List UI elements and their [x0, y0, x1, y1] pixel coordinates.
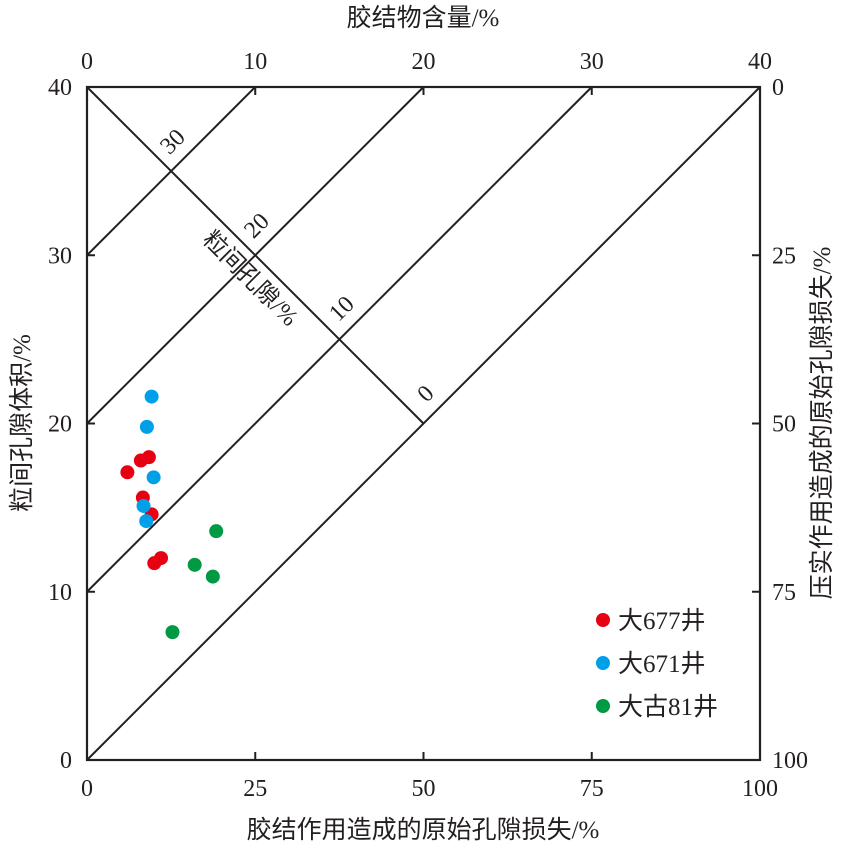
x-tick-label: 50 [412, 776, 436, 802]
x-tick-label: 25 [243, 776, 267, 802]
diagonal-value-label: 30 [155, 124, 190, 159]
legend-label: 大677井 [618, 607, 706, 635]
top-tick-label: 0 [81, 49, 93, 75]
data-point [165, 625, 180, 640]
legend-label: 大古81井 [618, 693, 718, 721]
data-points [120, 389, 224, 640]
top-tick-label: 30 [580, 49, 604, 75]
x-tick-label: 100 [742, 776, 778, 802]
right-tick-label: 50 [772, 412, 796, 438]
right-axis-title: 压实作用造成的原始孔隙损失/% [808, 247, 836, 600]
data-point [205, 569, 220, 584]
diagonal-value-label: 20 [239, 208, 274, 243]
legend-marker [596, 613, 610, 627]
diagonal-value-labels: 30 20 10 0 [155, 124, 439, 407]
top-tick-label: 40 [748, 49, 772, 75]
top-axis-title: 胶结物含量/% [347, 4, 500, 32]
legend-marker [596, 699, 610, 713]
data-point [139, 419, 154, 434]
y-tick-label: 20 [48, 412, 72, 438]
data-point [141, 450, 156, 465]
diagonal-lines [86, 86, 761, 761]
x-tick-label: 0 [81, 776, 93, 802]
left-axis-title: 粒间孔隙体积/% [8, 334, 36, 512]
legend-label: 大671井 [618, 650, 706, 678]
top-tick-label: 20 [412, 49, 436, 75]
y-tick-label: 30 [48, 243, 72, 269]
right-tick-label: 75 [772, 580, 796, 606]
data-point [209, 524, 224, 539]
x-tick-label: 75 [580, 776, 604, 802]
tick-marks [86, 86, 761, 761]
data-point [154, 551, 169, 566]
diagonal-axis-title: 粒间孔隙/% [197, 226, 303, 332]
y-tick-label: 0 [60, 748, 72, 774]
data-point [144, 389, 159, 404]
y-tick-label: 10 [48, 580, 72, 606]
legend-marker [596, 656, 610, 670]
data-point [136, 498, 151, 513]
data-point [120, 465, 135, 480]
diagonal-value-label: 0 [413, 381, 440, 408]
top-tick-label: 10 [243, 49, 267, 75]
data-point [139, 514, 154, 529]
data-point [146, 470, 161, 485]
y-tick-label: 40 [48, 75, 72, 101]
data-point [187, 557, 202, 572]
diagonal-value-label: 10 [324, 291, 359, 326]
right-tick-label: 25 [772, 243, 796, 269]
bottom-axis-title: 胶结作用造成的原始孔隙损失/% [247, 816, 600, 844]
right-tick-label: 0 [772, 75, 784, 101]
right-tick-label: 100 [772, 748, 808, 774]
anti-diagonal-line [86, 86, 425, 425]
